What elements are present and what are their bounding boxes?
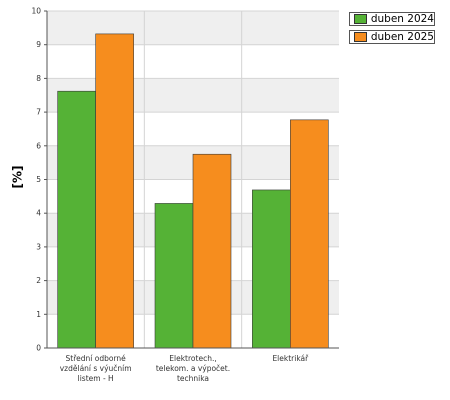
bar-1-2 (154, 203, 194, 349)
legend-label-series-1: duben 2024 (370, 13, 434, 25)
bar-2-1 (95, 33, 134, 349)
bar-1-3 (252, 189, 291, 349)
legend-item-series-1: duben 2024 (349, 12, 435, 26)
grid-band (47, 11, 339, 45)
x-tick-label: Elektrotech., telekom. a výpočet. techni… (155, 354, 231, 383)
x-tick-label: Elektrikář (272, 354, 309, 363)
y-tick-label: 6 (36, 141, 41, 150)
legend-swatch-series-1 (354, 14, 367, 24)
y-tick-label: 2 (36, 276, 41, 285)
y-tick-label: 5 (36, 175, 41, 184)
y-tick-label: 1 (36, 310, 41, 319)
y-tick-label: 9 (36, 40, 41, 49)
y-tick-label: 3 (36, 242, 41, 251)
legend-box: duben 2024 (349, 12, 435, 26)
legend-box: duben 2025 (349, 30, 435, 44)
x-tick-label: Střední odborné vzdělání s výučním liste… (59, 354, 132, 383)
bar-2-3 (290, 119, 329, 349)
y-tick-label: 7 (36, 108, 41, 117)
legend: duben 2024 duben 2025 (349, 12, 435, 48)
legend-label-series-2: duben 2025 (370, 31, 434, 43)
bar-1-1 (57, 90, 96, 349)
y-tick-label: 4 (36, 209, 41, 218)
legend-swatch-series-2 (354, 32, 367, 42)
y-axis-label: [%] (10, 165, 25, 189)
legend-item-series-2: duben 2025 (349, 30, 435, 44)
y-tick-label: 0 (36, 344, 41, 353)
y-tick-label: 10 (31, 7, 41, 16)
bar-2-2 (192, 153, 232, 349)
y-tick-label: 8 (36, 74, 41, 83)
